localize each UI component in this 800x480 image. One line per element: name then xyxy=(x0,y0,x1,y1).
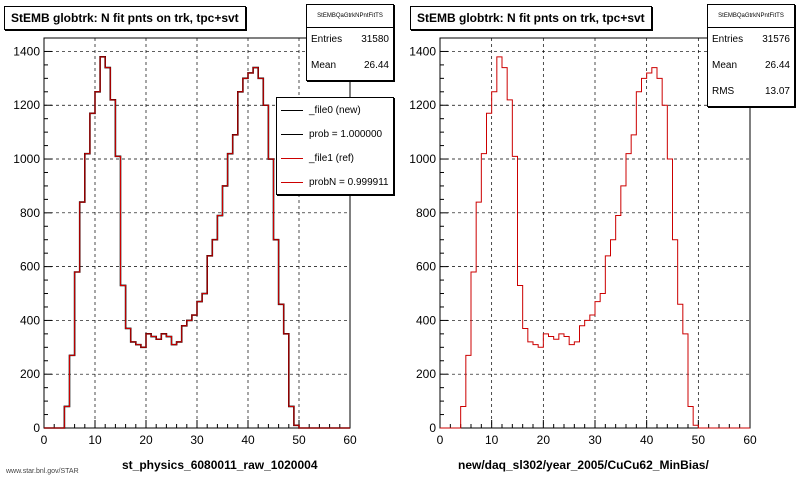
right-ytick-label-5: 1000 xyxy=(409,152,436,166)
right-ytick-label-4: 800 xyxy=(416,206,436,220)
left-stats-mean-value: 26.44 xyxy=(363,60,389,71)
left-ytick-label-5: 1000 xyxy=(13,152,40,166)
right-stats-header: StEMBQaGtrkNPntFitTS xyxy=(708,5,794,28)
right-ytick-label-2: 400 xyxy=(416,313,436,327)
left-stats-header: StEMBQaGtrkNPntFitTS xyxy=(307,5,393,28)
right-xtick-label-2: 20 xyxy=(537,433,551,447)
right-x-axis-title: new/daq_sl302/year_2005/CuCu62_MinBias/ xyxy=(458,458,709,472)
legend-label-prob: prob = 1.000000 xyxy=(309,128,383,140)
left-stats-box: StEMBQaGtrkNPntFitTS Entries 31580 Mean … xyxy=(306,4,394,81)
legend-label-probn: probN = 0.999911 xyxy=(309,176,389,188)
right-stats-row-entries: Entries 31576 xyxy=(708,28,794,54)
right-stats-rms-value: 13.07 xyxy=(764,86,790,97)
legend-swatch-file0 xyxy=(281,109,303,111)
right-ytick-label-1: 200 xyxy=(416,367,436,381)
left-chart-title: StEMB globtrk: N fit pnts on trk, tpc+sv… xyxy=(4,6,246,30)
legend-label-file1: _file1 (ref) xyxy=(309,152,355,164)
right-stats-row-mean: Mean 26.44 xyxy=(708,54,794,80)
right-stats-mean-value: 26.44 xyxy=(764,60,790,71)
left-ytick-label-4: 800 xyxy=(20,206,40,220)
right-stats-mean-label: Mean xyxy=(712,60,738,71)
left-stats-row-entries: Entries 31580 xyxy=(307,28,393,54)
right-ytick-label-6: 1200 xyxy=(409,98,436,112)
left-ytick-label-7: 1400 xyxy=(13,44,40,58)
legend-item-prob: prob = 1.000000 xyxy=(277,122,393,146)
legend-item-file0: _file0 (new) xyxy=(277,98,393,122)
right-stats-entries-label: Entries xyxy=(712,34,744,45)
legend-label-file0: _file0 (new) xyxy=(309,104,361,116)
left-ytick-label-2: 400 xyxy=(20,313,40,327)
left-xtick-label-4: 40 xyxy=(241,433,255,447)
right-ytick-label-3: 600 xyxy=(416,260,436,274)
left-xtick-label-1: 10 xyxy=(88,433,102,447)
right-stats-entries-value: 31576 xyxy=(762,34,790,45)
right-xtick-label-4: 40 xyxy=(640,433,654,447)
left-stats-entries-label: Entries xyxy=(311,34,343,45)
legend-swatch-probn xyxy=(281,181,303,183)
left-xtick-label-5: 50 xyxy=(292,433,306,447)
legend-item-file1: _file1 (ref) xyxy=(277,146,393,170)
right-ytick-label-0: 0 xyxy=(429,421,436,435)
right-xtick-label-1: 10 xyxy=(485,433,499,447)
right-stats-row-rms: RMS 13.07 xyxy=(708,80,794,106)
left-series-2-line xyxy=(44,56,350,429)
right-chart-title: StEMB globtrk: N fit pnts on trk, tpc+sv… xyxy=(410,6,652,30)
left-xtick-label-2: 20 xyxy=(139,433,153,447)
right-ytick-label-7: 1400 xyxy=(409,44,436,58)
right-xtick-label-6: 60 xyxy=(743,433,757,447)
right-xtick-label-5: 50 xyxy=(692,433,706,447)
legend-swatch-file1 xyxy=(281,157,303,159)
left-legend: _file0 (new) prob = 1.000000 _file1 (ref… xyxy=(276,97,394,195)
left-ytick-label-6: 1200 xyxy=(13,98,40,112)
left-ytick-label-1: 200 xyxy=(20,367,40,381)
left-xtick-label-6: 60 xyxy=(343,433,357,447)
left-x-axis-title: st_physics_6080011_raw_1020004 xyxy=(122,458,318,472)
legend-swatch-prob xyxy=(281,133,303,135)
left-stats-row-mean: Mean 26.44 xyxy=(307,54,393,80)
right-stats-box: StEMBQaGtrkNPntFitTS Entries 31576 Mean … xyxy=(707,4,795,107)
left-stats-mean-label: Mean xyxy=(311,60,337,71)
right-series-1-line xyxy=(440,56,750,429)
left-stats-entries-value: 31580 xyxy=(361,34,389,45)
left-xtick-label-0: 0 xyxy=(41,433,48,447)
right-xtick-label-0: 0 xyxy=(437,433,444,447)
left-ytick-label-3: 600 xyxy=(20,260,40,274)
legend-item-probn: probN = 0.999911 xyxy=(277,170,393,194)
footer-text: www.star.bnl.gov/STAR xyxy=(6,468,79,475)
right-xtick-label-3: 30 xyxy=(588,433,602,447)
left-ytick-label-0: 0 xyxy=(33,421,40,435)
right-stats-rms-label: RMS xyxy=(712,86,735,97)
left-xtick-label-3: 30 xyxy=(190,433,204,447)
